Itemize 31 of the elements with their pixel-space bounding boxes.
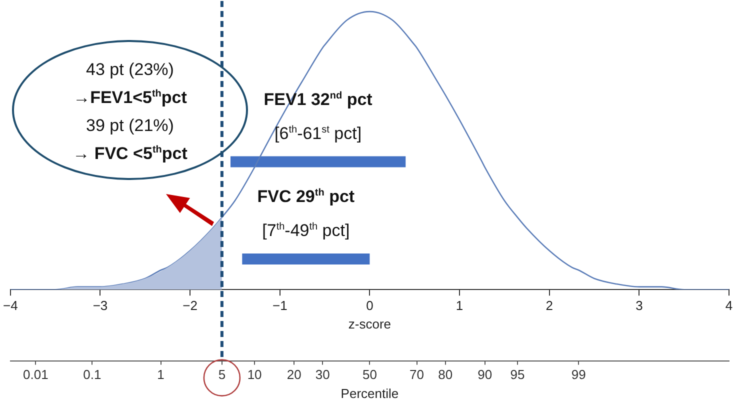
annotation: 95 [510, 367, 525, 382]
x-tick-label: −4 [2, 298, 18, 313]
annotation: [6$^{th}$-61$^{st}$ pct] [274, 124, 363, 144]
annotation: 43 pt (23%) [85, 60, 175, 80]
x2-axis-title: Percentile [340, 386, 399, 401]
x-tick-label: 3 [636, 298, 643, 313]
annotation: FVC 29$^{th}$ pct [256, 187, 356, 208]
x-axis-title: z-score [348, 316, 392, 332]
x-tick-label: 1 [456, 298, 464, 313]
x-tick-label: 0 [366, 298, 374, 313]
annotation: 20 [286, 367, 302, 382]
annotation: 90 [478, 367, 492, 382]
annotation: → FVC <5$^{th}$pct [72, 144, 188, 164]
annotation: →FEV1<5$^{th}$pct [72, 88, 188, 108]
annotation: 10 [247, 367, 262, 382]
x-tick-label: −3 [92, 298, 108, 313]
x-tick-label: 2 [546, 298, 553, 313]
annotation: 70 [410, 367, 424, 382]
annotation: [7$^{th}$-49$^{th}$ pct] [261, 221, 351, 242]
annotation: 1 [157, 367, 164, 382]
x-tick-label: −1 [272, 298, 288, 313]
annotation: 99 [571, 367, 586, 382]
x-tick-label: 4 [725, 298, 733, 313]
annotation: 0.1 [83, 367, 102, 382]
x-tick-label: −2 [182, 298, 198, 313]
annotation: 50 [362, 367, 377, 382]
annotation: 5 [218, 367, 226, 382]
annotation: 30 [315, 367, 330, 382]
annotation: 39 pt (21%) [85, 116, 175, 136]
annotation: 80 [438, 367, 453, 382]
annotation: 0.01 [22, 367, 48, 382]
